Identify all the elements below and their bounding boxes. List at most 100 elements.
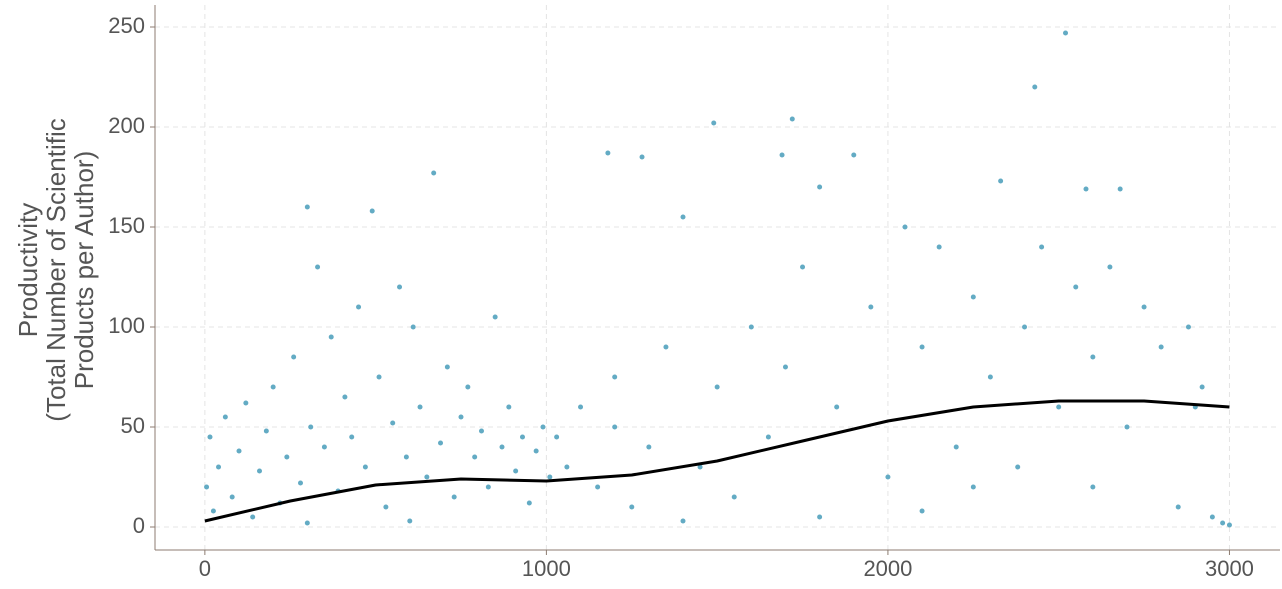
trend-line — [204, 399, 1230, 523]
point — [936, 244, 942, 250]
point — [479, 428, 485, 434]
point — [646, 444, 652, 450]
point — [1083, 186, 1089, 192]
point — [376, 374, 382, 380]
point — [953, 444, 959, 450]
point — [236, 448, 242, 454]
point — [1209, 514, 1215, 520]
point — [328, 334, 334, 340]
point — [1032, 84, 1038, 90]
point — [765, 434, 771, 440]
point — [216, 464, 222, 470]
point — [1220, 520, 1226, 526]
y-tick-label: 150 — [108, 213, 145, 238]
point — [222, 414, 228, 420]
point — [492, 314, 498, 320]
point — [782, 364, 788, 370]
point — [513, 468, 519, 474]
point — [533, 448, 539, 454]
point — [243, 400, 249, 406]
point — [970, 484, 976, 490]
point — [800, 264, 806, 270]
point — [680, 214, 686, 220]
point — [1056, 404, 1062, 410]
point — [1063, 30, 1069, 36]
point — [1158, 344, 1164, 350]
point — [1039, 244, 1045, 250]
point — [731, 494, 737, 500]
point — [390, 420, 396, 426]
point — [210, 508, 216, 514]
point — [1199, 384, 1205, 390]
point — [356, 304, 362, 310]
point — [540, 424, 546, 430]
point — [1124, 424, 1130, 430]
y-tick-label: 200 — [108, 113, 145, 138]
point — [321, 444, 327, 450]
point — [612, 374, 618, 380]
point — [885, 474, 891, 480]
point — [1226, 522, 1232, 528]
point — [1015, 464, 1021, 470]
point — [397, 284, 403, 290]
point — [204, 484, 210, 490]
point — [362, 464, 368, 470]
x-tick-label: 3000 — [1205, 556, 1254, 581]
point — [987, 374, 993, 380]
point — [1141, 304, 1147, 310]
point — [605, 150, 611, 156]
point — [506, 404, 512, 410]
point — [1090, 484, 1096, 490]
point — [714, 384, 720, 390]
y-label-2: (Total Number of Scientific — [41, 118, 71, 421]
point — [1117, 186, 1123, 192]
point — [834, 404, 840, 410]
point — [304, 204, 310, 210]
point — [629, 504, 635, 510]
point — [1175, 504, 1181, 510]
point — [499, 444, 505, 450]
point — [410, 324, 416, 330]
y-label-3: Products per Author) — [69, 151, 99, 389]
x-tick-label: 1000 — [522, 556, 571, 581]
point — [407, 518, 413, 524]
point — [1090, 354, 1096, 360]
point — [868, 304, 874, 310]
point — [284, 454, 290, 460]
point — [1073, 284, 1079, 290]
y-tick-label: 250 — [108, 13, 145, 38]
point — [229, 494, 235, 500]
point — [458, 414, 464, 420]
point — [403, 454, 409, 460]
y-axis-label: (Total Number of Scientific — [41, 118, 71, 421]
point — [1022, 324, 1028, 330]
point — [578, 404, 584, 410]
point — [639, 154, 645, 160]
point — [612, 424, 618, 430]
point — [444, 364, 450, 370]
point — [308, 424, 314, 430]
point — [817, 184, 823, 190]
point — [315, 264, 321, 270]
point — [207, 434, 213, 440]
point — [263, 428, 269, 434]
point — [250, 514, 256, 520]
point — [438, 440, 444, 446]
point — [1185, 324, 1191, 330]
point — [547, 474, 553, 480]
point — [851, 152, 857, 158]
point — [554, 434, 560, 440]
point — [902, 224, 908, 230]
point — [564, 464, 570, 470]
point — [369, 208, 375, 214]
point — [998, 178, 1004, 184]
y-label-1: Productivity — [13, 203, 43, 337]
point — [680, 518, 686, 524]
x-tick-label: 2000 — [863, 556, 912, 581]
point — [451, 494, 457, 500]
point — [711, 120, 717, 126]
point — [748, 324, 754, 330]
point — [697, 464, 703, 470]
point — [779, 152, 785, 158]
point — [519, 434, 525, 440]
